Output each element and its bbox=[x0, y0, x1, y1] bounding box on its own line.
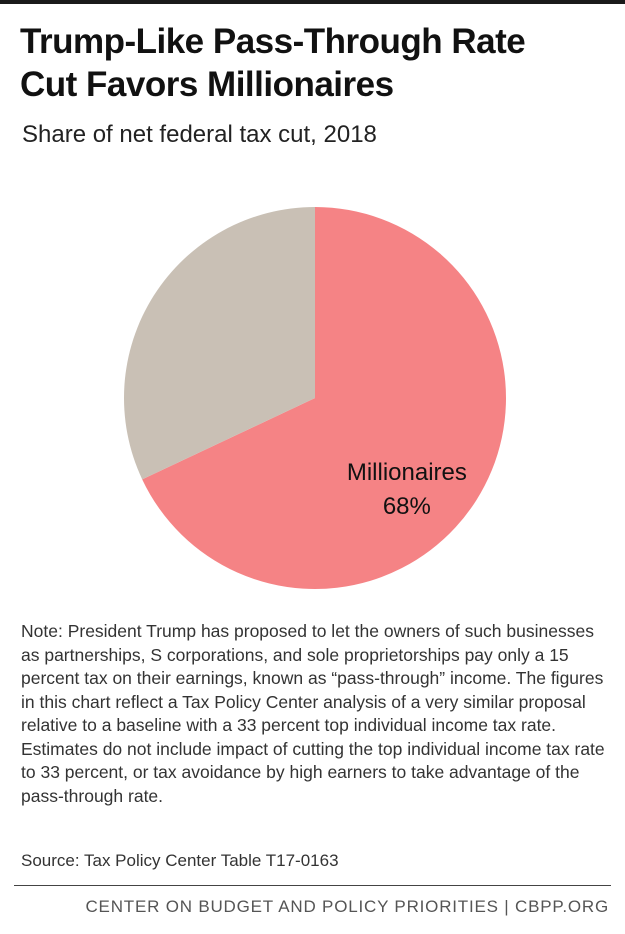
pie-slice-value-label: 68% bbox=[383, 493, 431, 520]
top-rule bbox=[0, 0, 625, 4]
pie-slice-millionaires bbox=[142, 207, 507, 589]
chart-subtitle: Share of net federal tax cut, 2018 bbox=[22, 121, 377, 148]
chart-title-line-2: Cut Favors Millionaires bbox=[20, 65, 394, 104]
pie-labels: Millionaires 68% bbox=[347, 459, 467, 520]
chart-source: Source: Tax Policy Center Table T17-0163 bbox=[21, 851, 339, 870]
chart-title: Trump-Like Pass-Through Rate Cut Favors … bbox=[20, 20, 610, 106]
pie-slice-label: Millionaires bbox=[347, 459, 467, 486]
pie-slice-other-1 bbox=[123, 207, 315, 480]
chart-title-line-1: Trump-Like Pass-Through Rate bbox=[20, 22, 526, 61]
chart-note: Note: President Trump has proposed to le… bbox=[21, 621, 605, 806]
pie-chart: Millionaires 68% bbox=[123, 207, 507, 589]
footer-rule bbox=[14, 885, 611, 886]
footer-credit: CENTER ON BUDGET AND POLICY PRIORITIES |… bbox=[85, 897, 609, 916]
pie-slices bbox=[123, 207, 507, 589]
